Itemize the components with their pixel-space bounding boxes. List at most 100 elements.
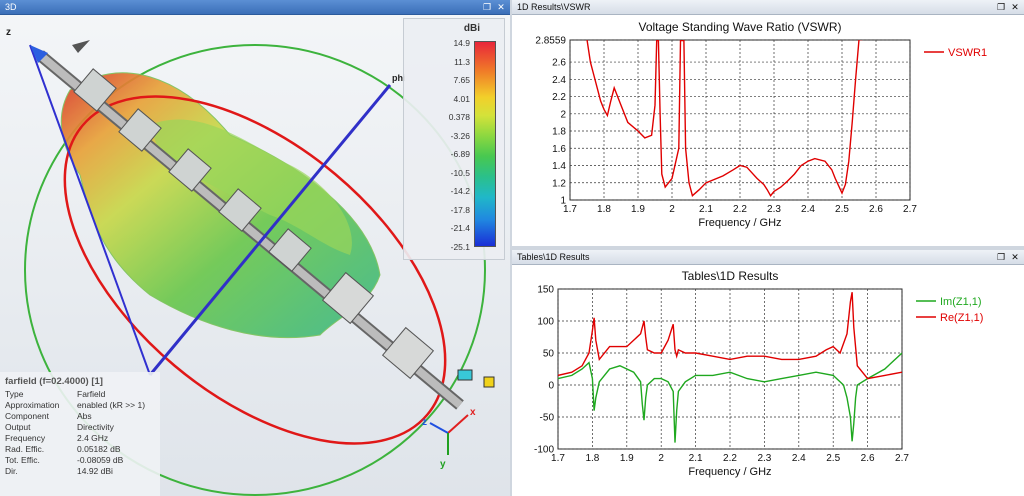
info-key: Component	[5, 411, 49, 421]
y-tick-label: 1	[560, 196, 566, 207]
x-tick-label: 2.6	[861, 453, 875, 464]
svg-text:y: y	[440, 459, 446, 470]
vswr-panel[interactable]: 1D Results\VSWR ❐ ✕ Voltage Standing Wav…	[512, 0, 1024, 246]
info-row: Component Abs	[0, 411, 160, 422]
info-key: Dir.	[5, 466, 18, 476]
farfield-info-header: farfield (f=02.4000) [1]	[5, 376, 103, 387]
info-row: Output Directivity	[0, 422, 160, 433]
y-tick-label: 1.8	[552, 127, 566, 138]
info-key: Rad. Effic.	[5, 444, 45, 454]
series-line	[558, 292, 902, 380]
restore-icon[interactable]: ❐	[996, 2, 1006, 12]
x-tick-label: 2.3	[757, 453, 771, 464]
close-icon[interactable]: ✕	[1011, 252, 1019, 262]
info-value: Directivity	[77, 422, 114, 432]
antenna-model	[36, 50, 495, 410]
colorbar-unit: dBi	[463, 23, 480, 34]
x-tick-label: 2.2	[723, 453, 737, 464]
restore-icon[interactable]: ❐	[482, 2, 492, 12]
info-row: Tot. Effic. -0.08059 dB	[0, 455, 160, 466]
colorbar-tick-label: -14.2	[450, 186, 470, 197]
info-value: 2.4 GHz	[77, 433, 109, 443]
panel-title-3d: 3D	[5, 2, 17, 12]
y-tick-label: 2.4	[552, 75, 566, 86]
y-tick-label: -100	[534, 445, 554, 456]
series-line	[558, 352, 902, 443]
x-tick-label: 2.3	[767, 204, 781, 215]
farfield-info-box: farfield (f=02.4000) [1] Type Farfield App…	[0, 372, 160, 496]
colorbar-tick-label: 0.378	[448, 112, 470, 123]
info-key: Output	[5, 422, 31, 432]
view-arrow	[72, 40, 90, 53]
y-tick-label: 2.6	[552, 58, 566, 69]
farfield-3d-view[interactable]: z phi x z y	[0, 15, 510, 496]
x-tick-label: 2.4	[801, 204, 815, 215]
info-row: Frequency 2.4 GHz	[0, 433, 160, 444]
farfield-3d-panel[interactable]: 3D ❐ ✕	[0, 0, 510, 496]
info-row: Rad. Effic. 0.05182 dB	[0, 444, 160, 455]
panel-titlebar-vswr[interactable]: 1D Results\VSWR ❐ ✕	[512, 0, 1024, 15]
y-tick-label: 2	[560, 109, 566, 120]
colorbar-tick-label: 11.3	[454, 56, 470, 67]
info-value: -0.08059 dB	[77, 455, 124, 465]
x-tick-label: 2.1	[699, 204, 713, 215]
close-icon[interactable]: ✕	[497, 2, 505, 12]
x-tick-label: 2.7	[895, 453, 909, 464]
phi-circle-green	[24, 44, 486, 496]
tables-panel[interactable]: Tables\1D Results ❐ ✕ Tables\1D Results 1…	[512, 250, 1024, 496]
colorbar-tick-label: 14.9	[453, 38, 470, 48]
info-value: Farfield	[77, 389, 106, 399]
legend-label: Im(Z1,1)	[940, 296, 982, 308]
axis-triad[interactable]: x z y	[422, 407, 476, 470]
colorbar-tick-label: -10.5	[450, 167, 470, 178]
x-tick-label: 1.7	[563, 204, 577, 215]
colorbar-tick-label: 4.01	[453, 93, 470, 104]
x-tick-label: 2.5	[826, 453, 840, 464]
y-tick-label: 0	[548, 381, 554, 392]
legend-label: Re(Z1,1)	[940, 312, 983, 324]
x-tick-label: 2.4	[792, 453, 806, 464]
x-tick-label: 2.7	[903, 204, 917, 215]
restore-icon[interactable]: ❐	[996, 252, 1006, 262]
x-tick-label: 2.1	[689, 453, 703, 464]
phi-label: phi	[392, 73, 406, 83]
x-tick-label: 1.8	[597, 204, 611, 215]
x-tick-label: 1.7	[551, 453, 565, 464]
vswr-chart[interactable]: Voltage Standing Wave Ratio (VSWR) 1.7 1.8…	[512, 15, 1024, 246]
y-tick-label: 100	[537, 317, 554, 328]
info-key: Approximation	[5, 400, 60, 410]
theta-circle-red	[63, 95, 447, 445]
panel-titlebar-3d[interactable]: 3D ❐ ✕	[0, 0, 510, 15]
colorbar-tick-label: -6.89	[450, 149, 470, 160]
x-tick-label: 1.9	[631, 204, 645, 215]
colorbar-tick-label: -17.8	[450, 204, 470, 215]
x-tick-label: 1.8	[585, 453, 599, 464]
info-row: Approximation enabled (kR >> 1)	[0, 400, 160, 411]
info-row: Type Farfield	[0, 389, 160, 400]
info-value: Abs	[77, 411, 92, 421]
svg-text:x: x	[470, 407, 476, 418]
panel-title-vswr: 1D Results\VSWR	[517, 2, 591, 12]
y-tick-label: 1.2	[552, 178, 566, 189]
y-tick-label: 2.2	[552, 92, 566, 103]
colorbar-tick-label: -3.26	[450, 130, 470, 141]
impedance-chart[interactable]: Tables\1D Results 1.7 1.8 1.9 2 2.1 2.2 2.3 2.4 2…	[512, 265, 1024, 496]
x-tick-label: 2	[658, 453, 664, 464]
panel-titlebar-tables[interactable]: Tables\1D Results ❐ ✕	[512, 250, 1024, 265]
info-row: Dir. 14.92 dBi	[0, 466, 160, 477]
colorbar-tick-label: -21.4	[450, 223, 470, 234]
x-axis-label: Frequency / GHz	[698, 217, 781, 229]
x-tick-label: 2.5	[835, 204, 849, 215]
x-tick-label: 2	[669, 204, 675, 215]
y-tick-label: 150	[537, 285, 554, 296]
series-line	[586, 40, 863, 197]
svg-text:z: z	[422, 417, 427, 428]
legend-label: VSWR1	[948, 47, 987, 59]
close-icon[interactable]: ✕	[1011, 2, 1019, 12]
x-axis-label: Frequency / GHz	[688, 466, 771, 478]
info-key: Frequency	[5, 433, 46, 443]
colorbar-tick-label: -25.1	[450, 242, 470, 252]
y-tick-label: 1.6	[552, 144, 566, 155]
info-value: 0.05182 dB	[77, 444, 121, 454]
chart-title: Tables\1D Results	[682, 269, 779, 283]
